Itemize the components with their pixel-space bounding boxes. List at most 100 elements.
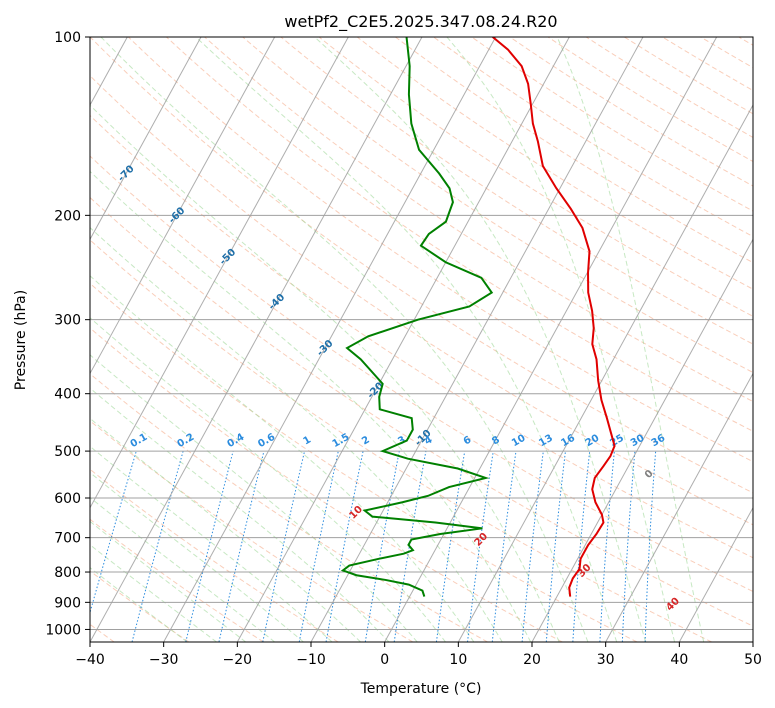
isotherm-label: -30 — [315, 338, 336, 359]
isotherm-line — [457, 103, 753, 642]
x-tick-label: −20 — [223, 652, 253, 668]
mixing-ratio-line — [218, 450, 265, 642]
dry-adiabat-line — [90, 518, 264, 642]
mixing-ratio-label: 6 — [462, 434, 474, 447]
dry-adiabat-line — [624, 37, 753, 115]
moist-adiabat-line — [90, 387, 390, 642]
y-tick-label: 600 — [54, 491, 81, 507]
moist-adiabat-line — [90, 471, 304, 642]
mixing-ratio-line — [545, 451, 566, 642]
isotherm-label: -70 — [116, 164, 137, 185]
moist-adiabat-line — [90, 445, 333, 642]
mixing-ratio-label: 8 — [490, 434, 502, 447]
isotherm-label: -60 — [167, 205, 188, 226]
isotherm-label: -80 — [65, 123, 86, 144]
mixing-ratio-line — [90, 450, 137, 615]
mixing-ratio-label: 1.5 — [331, 432, 352, 450]
isotherm-line — [678, 506, 753, 642]
moist-adiabat-line — [90, 417, 361, 642]
mixing-ratio-line — [131, 450, 184, 642]
mixing-ratio-line — [621, 451, 636, 642]
moist-adiabat-line — [90, 317, 446, 642]
dry-adiabat-line — [127, 37, 753, 463]
mixing-ratio-line — [521, 451, 544, 642]
isotherm-line — [90, 37, 202, 241]
moist-adiabat-label: 10 — [347, 504, 365, 522]
y-tick-label: 100 — [54, 30, 81, 46]
dry-adiabat-line — [90, 373, 488, 642]
dry-adiabat-line — [242, 37, 753, 374]
dry-adiabat-line — [90, 570, 190, 642]
moist-adiabat-line — [446, 37, 676, 642]
y-tick-label: 900 — [54, 595, 81, 611]
mixing-ratio-label: 36 — [650, 433, 668, 450]
y-tick-label: 200 — [54, 208, 81, 224]
dry-adiabat-line — [90, 155, 753, 592]
dry-adiabat-line — [166, 37, 753, 432]
moist-adiabat-line — [314, 37, 647, 642]
y-tick-label: 800 — [54, 565, 81, 581]
dry-adiabat-line — [90, 196, 753, 627]
y-tick-label: 400 — [54, 387, 81, 403]
x-tick-label: 20 — [523, 652, 541, 668]
dry-adiabat-line — [90, 114, 753, 559]
dry-adiabat-line — [585, 37, 753, 138]
mixing-ratio-line — [491, 451, 517, 642]
x-axis: −40 −30 −20 −10 0 10 20 30 40 50 — [75, 642, 762, 668]
isotherm-line — [752, 640, 753, 642]
x-tick-label: −10 — [296, 652, 326, 668]
isotherm-line — [384, 37, 718, 642]
mixing-ratio-label: 1 — [302, 434, 314, 447]
moist-adiabat-line — [90, 354, 418, 642]
mixing-ratio-label: 16 — [559, 433, 577, 450]
mixing-ratio-label: 4 — [423, 434, 435, 447]
x-axis-label: Temperature (°C) — [360, 681, 482, 697]
y-tick-label: 500 — [54, 444, 81, 460]
mixing-ratio-label: 0.2 — [175, 432, 196, 450]
isotherm-line — [605, 372, 753, 642]
dry-adiabat-line — [700, 37, 753, 69]
moist-adiabat-line — [90, 496, 275, 642]
isotherm-line — [236, 37, 570, 642]
x-tick-label: −30 — [149, 652, 179, 668]
dry-adiabat-line — [90, 75, 753, 526]
mixing-ratio-line — [572, 451, 591, 642]
dry-adiabat-line — [356, 37, 753, 290]
isotherm-line — [310, 37, 644, 642]
mixing-ratio-line — [262, 450, 306, 642]
mixing-ratio-label: 0.4 — [225, 432, 246, 450]
dry-adiabat-line — [662, 37, 753, 92]
dry-adiabat-line — [90, 282, 638, 642]
dewpoint-profile-line — [340, 37, 494, 597]
moist-adiabat-line — [90, 520, 246, 642]
y-tick-label: 300 — [54, 313, 81, 329]
temperature-profile-line — [492, 37, 616, 597]
x-tick-label: 30 — [597, 652, 615, 668]
x-tick-label: −40 — [75, 652, 105, 668]
mixing-ratio-line — [298, 450, 339, 642]
y-tick-label: 700 — [54, 531, 81, 547]
isotherm-label: -90 — [13, 82, 34, 103]
plot-area: -100-90-80-70-60-50-40-30-20-100.10.20.4… — [13, 37, 753, 642]
isotherm-label: -50 — [218, 247, 239, 268]
dry-adiabat-line — [90, 327, 563, 642]
y-axis: 100 200 300 400 500 600 700 800 900 1000 — [45, 30, 90, 638]
x-tick-label: 50 — [744, 652, 762, 668]
mixing-ratio-label: 20 — [584, 433, 602, 450]
isotherm-label: -40 — [267, 292, 288, 313]
chart-title: wetPf2_C2E5.2025.347.08.24.R20 — [284, 12, 557, 32]
mixing-ratio-line — [185, 450, 234, 642]
mixing-ratio-label: 10 — [510, 433, 528, 450]
moist-adiabat-line — [195, 37, 618, 642]
mixing-ratio-label: 30 — [629, 433, 647, 450]
dry-adiabat-line — [280, 37, 753, 345]
moist-adiabat-line — [90, 170, 532, 642]
moist-adiabat-line — [100, 37, 589, 642]
moist-adiabat-label: 20 — [473, 531, 491, 549]
moist-adiabat-line — [556, 37, 705, 642]
isotherm-line — [90, 37, 276, 375]
y-tick-label: 1000 — [45, 622, 81, 638]
isotherm-line — [531, 238, 753, 642]
x-tick-label: 10 — [449, 652, 467, 668]
